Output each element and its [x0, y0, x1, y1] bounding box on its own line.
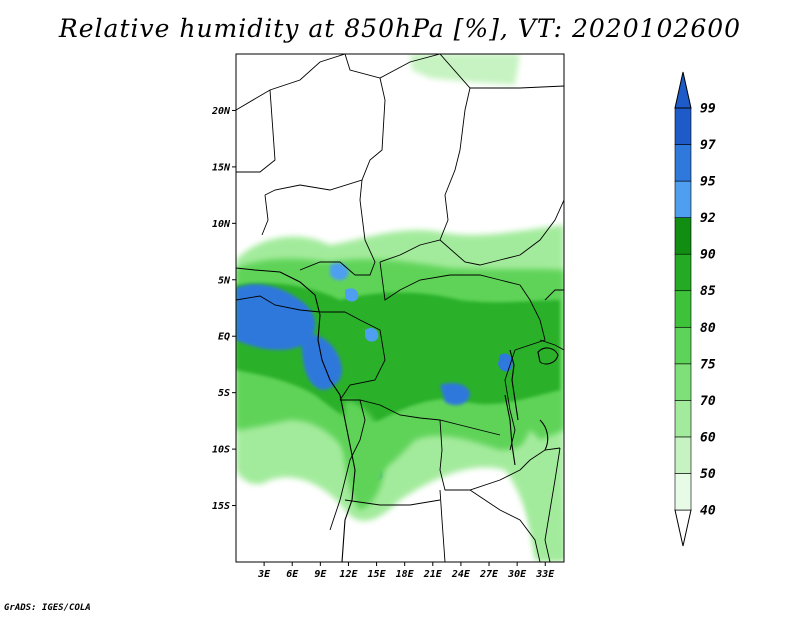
grads-credit: GrADS: IGES/COLA: [4, 603, 91, 613]
colorbar-bin: [674, 400, 692, 438]
lon-label: 21E: [423, 569, 443, 580]
lon-label: 30E: [507, 569, 527, 580]
lon-label: 6E: [286, 569, 299, 580]
colorbar-label: 95: [700, 175, 716, 190]
longitude-axis: 3E 6E 9E 12E 15E 18E 21E 24E 27E 30E 33E: [257, 562, 555, 580]
coastline: [236, 267, 559, 562]
lat-label: 5N: [218, 275, 231, 286]
map-frame: [235, 53, 565, 563]
lon-label: 9E: [314, 569, 327, 580]
lat-label: 10S: [212, 445, 230, 456]
colorbar-label: 50: [700, 467, 716, 482]
lon-label: 15E: [368, 569, 387, 580]
colorbar-bin: [674, 436, 692, 474]
colorbar-label: 75: [700, 357, 716, 372]
colorbar-label: 92: [700, 211, 716, 226]
colorbar-bin: [674, 473, 692, 511]
colorbar: 40 50 60 70 75 80 85 90 92 95 97 99: [674, 71, 716, 547]
colorbar-bin: [674, 107, 692, 145]
colorbar-label: 90: [700, 248, 716, 263]
colorbar-label: 40: [700, 504, 716, 519]
lon-label: 18E: [396, 569, 415, 580]
colorbar-bin: [674, 326, 692, 365]
chart-title: Relative humidity at 850hPa [%], VT: 202…: [58, 14, 742, 43]
colorbar-bin: [674, 180, 692, 218]
lon-label: 27E: [479, 569, 499, 580]
colorbar-bin: [674, 217, 692, 255]
lon-label: 24E: [451, 569, 471, 580]
humidity-field: [236, 54, 564, 562]
colorbar-bin: [674, 253, 692, 292]
colorbar-label: 70: [700, 394, 716, 409]
lat-label: 20N: [211, 106, 231, 117]
colorbar-bin: [674, 144, 692, 182]
lat-label: 15S: [212, 501, 230, 512]
colorbar-label: 85: [700, 284, 716, 299]
country-borders: [236, 54, 564, 562]
lon-label: 3E: [257, 569, 271, 580]
colorbar-bin: [674, 71, 692, 109]
lat-label: 10N: [212, 219, 231, 230]
colorbar-bin: [674, 363, 692, 401]
lat-label: EQ: [218, 332, 230, 343]
latitude-axis: 20N 15N 10N 5N EQ 5S 10S 15S: [211, 106, 236, 512]
colorbar-label: 99: [700, 102, 716, 117]
colorbar-label: 60: [700, 430, 716, 445]
colorbar-bin: [674, 509, 692, 547]
lat-label: 5S: [218, 388, 230, 399]
colorbar-label: 80: [700, 321, 716, 336]
lon-label: 33E: [535, 569, 555, 580]
colorbar-label: 97: [700, 138, 716, 153]
lon-label: 12E: [339, 569, 358, 580]
lat-label: 15N: [212, 162, 231, 173]
colorbar-bin: [674, 290, 692, 328]
